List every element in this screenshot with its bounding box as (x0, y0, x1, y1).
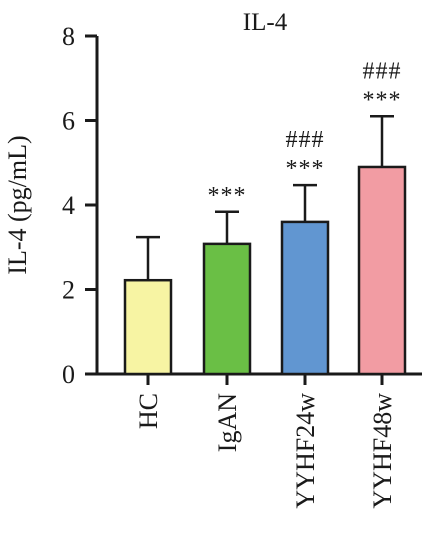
significance-marker: ### (363, 58, 402, 84)
x-tick-label: IgAN (213, 393, 242, 452)
chart-title: IL-4 (243, 9, 288, 36)
x-tick-label: HC (134, 393, 163, 429)
significance-marker: *** (208, 183, 247, 209)
y-tick-label: 8 (62, 22, 75, 51)
significance-marker: *** (363, 87, 402, 113)
y-tick-label: 4 (62, 191, 75, 220)
bar (123, 278, 173, 376)
y-tick-label: 6 (62, 107, 75, 136)
x-tick-label: YYHF24w (291, 393, 320, 509)
bar (357, 165, 407, 376)
significance-marker: ### (286, 127, 325, 153)
y-tick-label: 2 (62, 276, 75, 305)
significance-marker: *** (286, 156, 325, 182)
plot-area: 0 2 4 6 8 HC IgAN *** YYHF24w ### *** YYHF48w ### *** (62, 22, 422, 509)
bar (280, 220, 330, 376)
x-tick-label: YYHF48w (368, 393, 397, 509)
y-tick-label: 0 (62, 360, 75, 389)
y-axis-label: IL-4 (pg/mL) (3, 135, 32, 274)
bar (202, 242, 252, 376)
